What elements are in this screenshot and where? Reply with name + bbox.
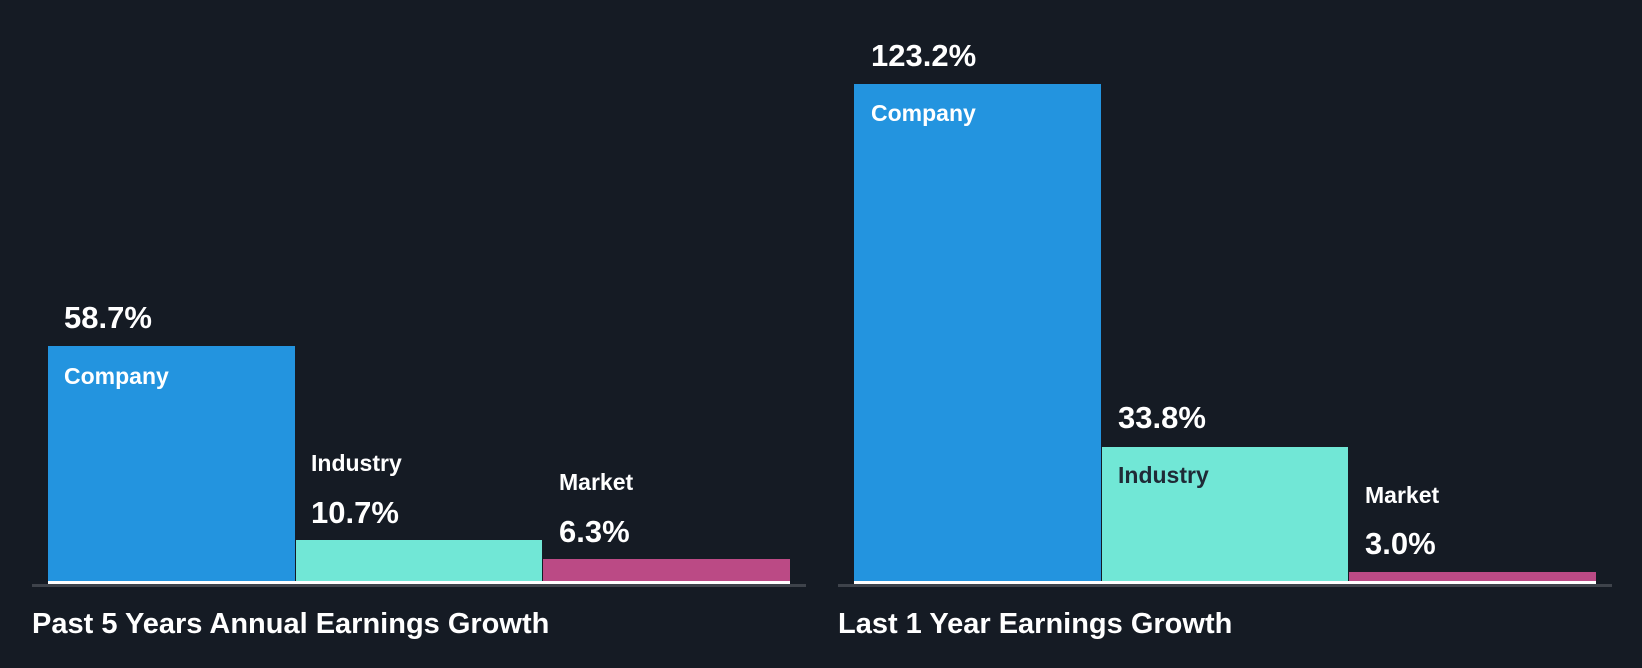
chart-title: Past 5 Years Annual Earnings Growth [32, 608, 550, 640]
label-company: Company [64, 363, 169, 389]
bar-baseline-highlight [854, 581, 1596, 584]
bar-baseline-highlight [48, 581, 790, 584]
value-market: 6.3% [559, 514, 630, 549]
bar-market [543, 559, 790, 583]
value-company: 58.7% [64, 300, 152, 335]
chart-title: Last 1 Year Earnings Growth [838, 608, 1233, 640]
label-market: Market [1365, 482, 1440, 508]
bar-company [854, 84, 1101, 583]
label-market: Market [559, 469, 634, 495]
label-industry: Industry [1118, 462, 1209, 488]
value-industry: 33.8% [1118, 400, 1206, 435]
bar-market [1349, 572, 1596, 583]
axis-baseline [32, 584, 806, 587]
value-industry: 10.7% [311, 495, 399, 530]
value-market: 3.0% [1365, 526, 1436, 561]
chart-last-1-year: 123.2% Company 33.8% Industry Market 3.0… [821, 0, 1642, 668]
bar-industry [296, 540, 542, 583]
bar-company [48, 346, 295, 583]
value-company: 123.2% [871, 38, 977, 73]
axis-baseline [838, 584, 1612, 587]
label-company: Company [871, 100, 976, 126]
bar-industry [1102, 447, 1348, 583]
label-industry: Industry [311, 450, 402, 476]
chart-past-5-years: 58.7% Company Industry 10.7% Market 6.3%… [32, 300, 806, 640]
